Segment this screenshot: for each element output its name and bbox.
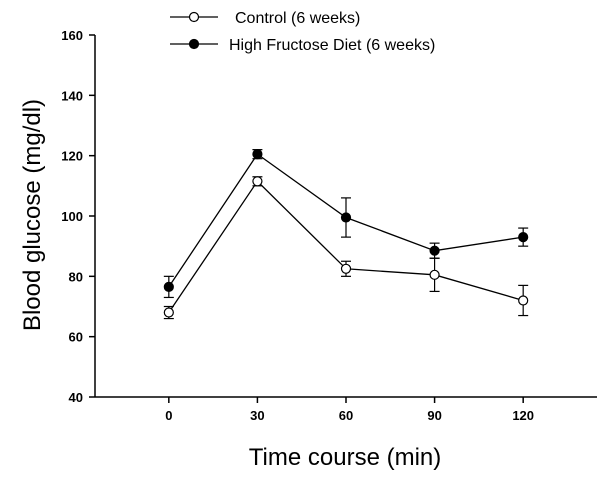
series-1 xyxy=(163,176,529,320)
x-tick-label: 120 xyxy=(512,408,534,423)
data-point xyxy=(252,149,263,160)
legend-label: Control (6 weeks) xyxy=(235,10,360,27)
data-point xyxy=(340,212,352,223)
data-point xyxy=(518,232,529,243)
y-tick-label: 40 xyxy=(69,390,83,405)
x-tick-label: 90 xyxy=(427,408,441,423)
series-2 xyxy=(163,149,529,299)
legend-marker xyxy=(188,38,200,50)
data-point xyxy=(340,263,352,274)
x-tick-label: 0 xyxy=(165,408,172,423)
data-point xyxy=(163,281,174,292)
y-tick-label: 80 xyxy=(69,269,83,284)
legend-label: High Fructose Diet (6 weeks) xyxy=(229,37,435,54)
y-tick-label: 60 xyxy=(69,330,83,345)
data-point xyxy=(163,307,174,318)
x-tick-label: 60 xyxy=(339,408,353,423)
legend-item: High Fructose Diet (6 weeks) xyxy=(170,37,435,54)
data-point xyxy=(429,245,440,256)
y-tick-label: 140 xyxy=(61,88,83,103)
data-point xyxy=(518,295,529,306)
data-point xyxy=(252,176,263,187)
x-axis-title: Time course (min) xyxy=(249,444,441,471)
legend: Control (6 weeks) High Fructose Diet (6 w… xyxy=(170,10,435,54)
y-tick-label: 160 xyxy=(61,28,83,43)
y-tick-label: 100 xyxy=(61,209,83,224)
y-tick-label: 120 xyxy=(61,149,83,164)
x-tick-label: 30 xyxy=(250,408,264,423)
data-point xyxy=(429,269,440,280)
y-axis-title: Blood glucose (mg/dl) xyxy=(19,99,46,331)
legend-item: Control (6 weeks) xyxy=(170,10,360,27)
legend-marker xyxy=(188,11,200,23)
axes: 40 60 80 100 120 140 160 0 30 60 90 120 xyxy=(61,28,597,423)
series-layer xyxy=(163,149,529,320)
